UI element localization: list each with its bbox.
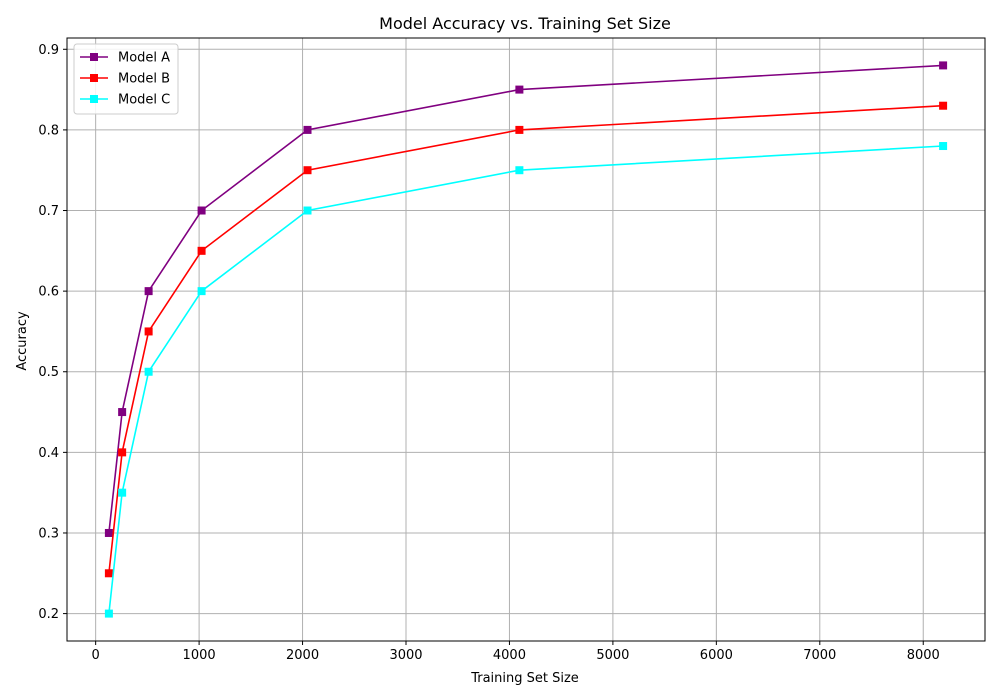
data-point — [118, 448, 127, 457]
x-tick-label: 2000 — [286, 648, 319, 663]
y-tick-label: 0.5 — [38, 365, 59, 380]
data-point — [939, 101, 948, 110]
legend-marker — [90, 95, 98, 103]
legend-label: Model A — [118, 51, 170, 66]
x-tick-label: 0 — [92, 648, 100, 663]
y-tick-label: 0.6 — [38, 285, 59, 300]
x-tick-label: 6000 — [700, 648, 733, 663]
legend-marker — [90, 53, 98, 61]
series-model-a — [104, 61, 948, 537]
series-line — [108, 64, 944, 534]
legend: Model A Model B Model C — [73, 43, 179, 115]
y-tick-label: 0.8 — [38, 123, 59, 138]
y-tick-label: 0.3 — [38, 526, 59, 541]
x-tick-label: 3000 — [389, 648, 422, 663]
data-point — [303, 206, 312, 215]
data-point — [144, 367, 153, 376]
y-tick-label: 0.2 — [38, 607, 59, 622]
data-point — [197, 287, 206, 296]
legend-label: Model B — [118, 72, 170, 87]
series-layer — [104, 61, 948, 618]
data-point — [197, 206, 206, 215]
legend-label: Model C — [118, 93, 170, 108]
x-axis-label: Training Set Size — [470, 671, 579, 686]
y-tick-label: 0.4 — [38, 446, 59, 461]
series-model-b — [104, 101, 948, 578]
x-tick-label: 5000 — [596, 648, 629, 663]
y-axis-label: Accuracy — [15, 311, 30, 371]
series-model-c — [104, 142, 948, 618]
x-tick-label: 8000 — [907, 648, 940, 663]
y-tick-label: 0.9 — [38, 43, 59, 58]
data-point — [118, 488, 127, 497]
data-point — [144, 327, 153, 336]
data-point — [939, 142, 948, 151]
series-line — [108, 145, 944, 614]
data-point — [104, 569, 113, 578]
data-point — [197, 246, 206, 255]
plot-frame — [66, 37, 986, 642]
data-point — [303, 125, 312, 134]
grid — [67, 38, 985, 641]
legend-box — [73, 43, 179, 115]
y-tick-label: 0.7 — [38, 204, 59, 219]
data-point — [515, 85, 524, 94]
legend-item: Model B — [80, 72, 170, 87]
data-point — [118, 408, 127, 417]
ticks: 0 1000 2000 3000 4000 5000 6000 7000 8000 0.2 0.3 0… — [38, 43, 939, 663]
x-tick-label: 4000 — [493, 648, 526, 663]
data-point — [939, 61, 948, 70]
series-line — [108, 104, 944, 574]
data-point — [515, 125, 524, 134]
data-point — [144, 287, 153, 296]
chart-title: Model Accuracy vs. Training Set Size — [379, 14, 671, 33]
legend-item: Model C — [80, 93, 170, 108]
x-tick-label: 1000 — [183, 648, 216, 663]
data-point — [104, 528, 113, 537]
legend-item: Model A — [80, 51, 170, 66]
x-tick-label: 7000 — [803, 648, 836, 663]
data-point — [104, 609, 113, 618]
data-point — [515, 166, 524, 175]
data-point — [303, 166, 312, 175]
legend-marker — [90, 74, 98, 82]
